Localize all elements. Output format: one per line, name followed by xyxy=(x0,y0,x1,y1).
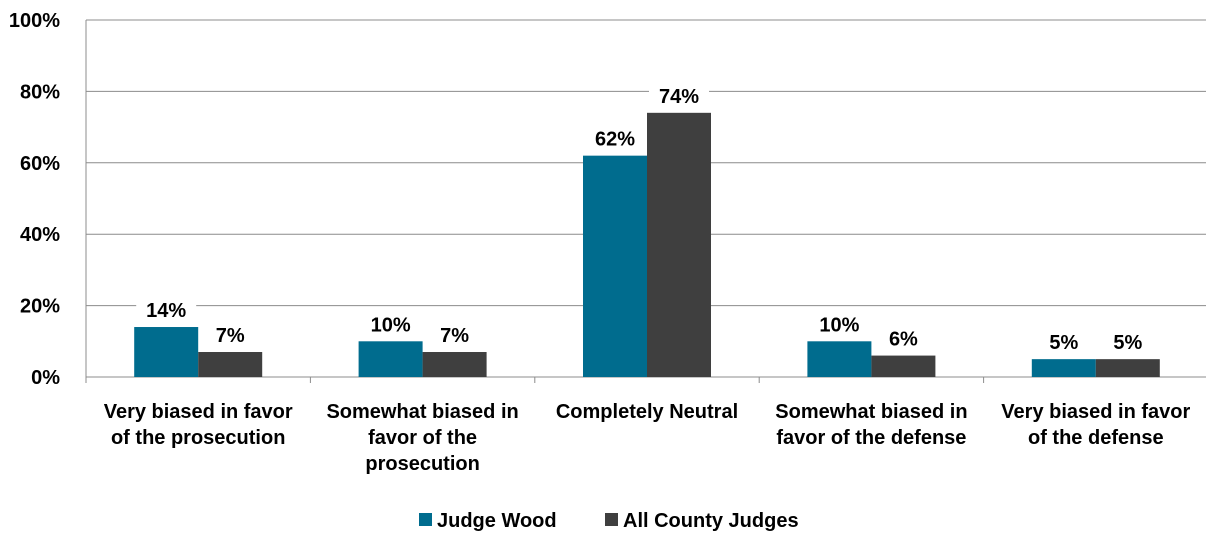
data-label-background xyxy=(809,309,870,338)
data-label: 7% xyxy=(216,325,245,347)
bar-all-county-judges xyxy=(871,355,936,377)
bars xyxy=(134,112,1160,377)
y-tick-label: 20% xyxy=(20,296,60,318)
data-label: 5% xyxy=(1113,332,1142,354)
data-label: 14% xyxy=(146,300,186,322)
data-label-background xyxy=(1097,327,1158,356)
data-labels: 14% 7% 10% 7% 62% 74% 10% 6% 5% 5% xyxy=(136,80,1158,356)
y-tick-label: 100% xyxy=(9,10,60,32)
data-label: 10% xyxy=(371,314,411,336)
y-tick-label: 60% xyxy=(20,153,60,175)
bar-all-county-judges xyxy=(647,112,711,377)
category-label: Completely Neutral xyxy=(556,401,738,423)
bar-judge-wood xyxy=(1031,359,1096,377)
category-label: Somewhat biased in favor of the prosecutio… xyxy=(326,401,518,475)
category-labels: Very biased in favor of the prosecution So… xyxy=(104,401,1191,475)
data-label-background xyxy=(873,323,934,352)
y-tick-label: 40% xyxy=(20,224,60,246)
data-label: 5% xyxy=(1049,332,1078,354)
data-label-background xyxy=(200,320,261,349)
y-tick-label: 80% xyxy=(20,81,60,103)
data-label: 10% xyxy=(819,314,859,336)
bar-all-county-judges xyxy=(198,352,263,377)
data-label: 7% xyxy=(440,325,469,347)
bar-judge-wood xyxy=(583,155,647,377)
data-label-background xyxy=(136,295,197,324)
data-label: 74% xyxy=(659,86,699,108)
bar-all-county-judges xyxy=(1095,359,1160,377)
category-label: Very biased in favor of the prosecution xyxy=(104,401,293,449)
category-label: Very biased in favor of the defense xyxy=(1001,401,1190,449)
data-label-background xyxy=(424,320,485,349)
data-label-background xyxy=(649,80,709,109)
data-label: 6% xyxy=(889,329,918,351)
bar-judge-wood xyxy=(134,327,199,377)
legend: Judge Wood All County Judges xyxy=(419,510,799,532)
data-label-background xyxy=(1033,327,1094,356)
legend-swatch xyxy=(605,513,618,526)
data-label-background xyxy=(360,309,421,338)
category-label: Somewhat biased in favor of the defense xyxy=(775,401,967,449)
bar-judge-wood xyxy=(807,341,872,377)
data-label-background xyxy=(585,123,645,152)
bar-judge-wood xyxy=(358,341,423,377)
legend-label: Judge Wood xyxy=(437,510,557,532)
legend-label: All County Judges xyxy=(623,510,799,532)
data-label: 62% xyxy=(595,129,635,151)
bar-all-county-judges xyxy=(422,352,487,377)
legend-swatch xyxy=(419,513,432,526)
y-tick-label: 0% xyxy=(31,367,60,389)
